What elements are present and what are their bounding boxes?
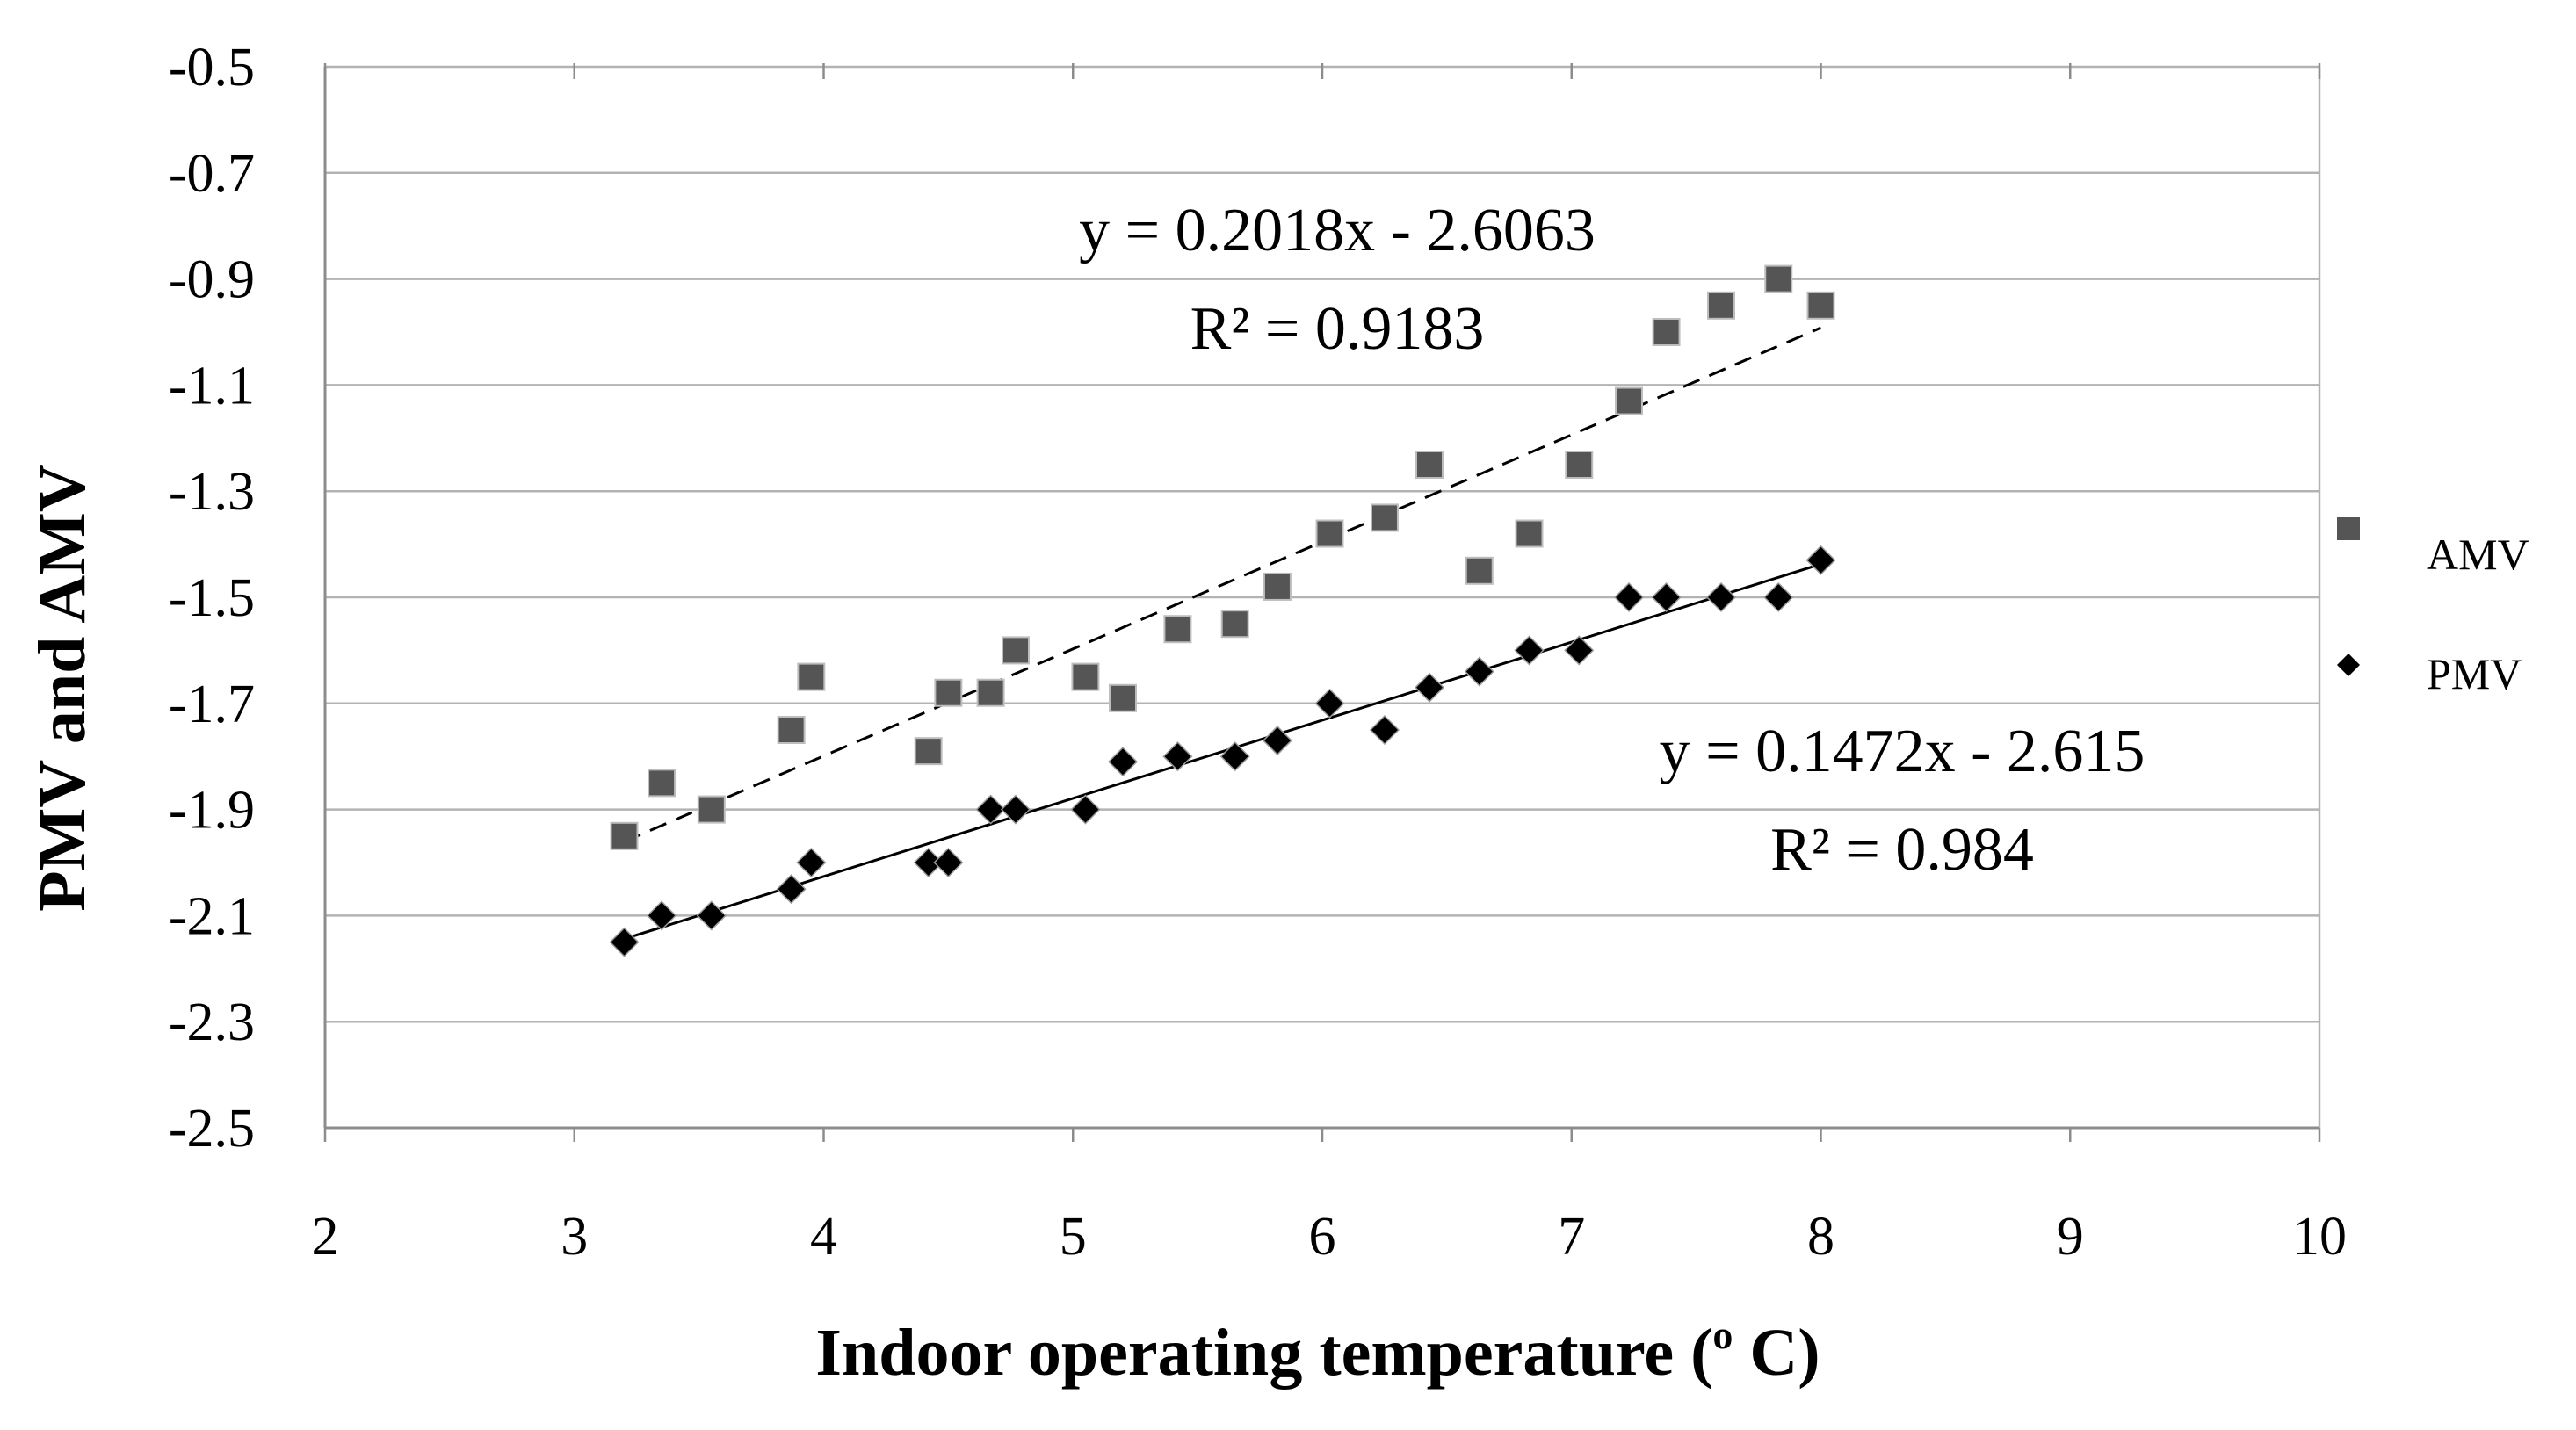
pmv-point <box>1414 672 1445 703</box>
pmv-point <box>1464 656 1494 687</box>
legend-amv-label: AMV <box>2427 530 2529 579</box>
x-tick-label: 6 <box>1309 1207 1336 1267</box>
pmv-point <box>1107 747 1139 777</box>
legend-amv-marker <box>2337 517 2360 540</box>
x-axis-title-end: C) <box>1733 1316 1820 1390</box>
y-axis-ticks: -0.5 -0.7 -0.9 -1.1 -1.3 -1.5 -1.7 -1.9 -2.1 -2.3… <box>169 38 255 1159</box>
legend: AMV PMV <box>2337 517 2529 698</box>
pmv-point <box>647 900 677 931</box>
amv-point <box>1220 610 1249 639</box>
amv-point <box>914 737 943 766</box>
amv-point <box>777 716 806 744</box>
pmv-point <box>1564 635 1595 666</box>
amv-point <box>1263 572 1292 601</box>
y-tick-label: -1.3 <box>169 462 255 522</box>
legend-pmv-marker <box>2337 654 2360 676</box>
amv-point <box>797 662 826 691</box>
pmv-trendline <box>624 562 1821 941</box>
amv-point <box>1764 264 1793 293</box>
amv-point <box>1615 386 1644 415</box>
x-axis-title-main: Indoor operating temperature ( <box>815 1316 1712 1390</box>
pmv-point <box>913 847 944 878</box>
pmv-point <box>1314 688 1345 719</box>
legend-pmv-label: PMV <box>2427 649 2522 698</box>
x-tick-label: 8 <box>1807 1207 1834 1267</box>
amv-point <box>648 769 677 798</box>
y-tick-label: -1.7 <box>169 675 255 734</box>
pmv-point <box>933 847 964 878</box>
pmv-point <box>1805 545 1836 575</box>
pmv-point <box>1262 726 1292 756</box>
x-tick-label: 3 <box>561 1207 588 1267</box>
pmv-point <box>609 927 640 957</box>
x-axis-title-superscript: o <box>1712 1312 1733 1357</box>
pmv-point <box>1070 794 1101 825</box>
pmv-point <box>1000 794 1031 825</box>
amv-point <box>610 821 639 850</box>
pmv-point <box>1219 741 1250 772</box>
y-tick-label: -1.1 <box>169 356 255 415</box>
y-axis-title: PMV and AMV <box>25 464 99 912</box>
pmv-point <box>1651 581 1682 613</box>
amv-point <box>1515 519 1544 548</box>
x-tick-label: 9 <box>2057 1207 2084 1267</box>
pmv-point <box>1613 581 1645 613</box>
amv-point <box>1565 451 1594 479</box>
y-tick-label: -1.9 <box>169 781 255 841</box>
pmv-point <box>975 794 1006 825</box>
pmv-point <box>796 847 827 878</box>
amv-point <box>1071 662 1100 691</box>
pmv-point <box>696 900 727 931</box>
x-tick-label: 7 <box>1558 1207 1585 1267</box>
amv-point <box>934 678 963 707</box>
amv-point <box>1465 556 1494 585</box>
x-tick-label: 10 <box>2292 1207 2347 1267</box>
y-tick-label: -2.3 <box>169 993 255 1052</box>
amv-point <box>1163 615 1192 644</box>
x-axis-ticks: 2 3 4 5 6 7 8 9 10 <box>312 63 2347 1267</box>
y-tick-label: -2.5 <box>169 1099 255 1159</box>
x-tick-label: 2 <box>312 1207 339 1267</box>
amv-trendline-r2: R² = 0.9183 <box>1190 295 1485 363</box>
amv-point <box>697 795 726 824</box>
y-tick-label: -1.5 <box>169 568 255 628</box>
amv-point <box>1370 503 1399 532</box>
x-axis-title: Indoor operating temperature (o C) <box>815 1312 1820 1390</box>
y-tick-label: -0.9 <box>169 250 255 310</box>
data-markers <box>609 264 1836 957</box>
amv-point <box>1806 291 1835 320</box>
amv-point <box>1109 683 1137 712</box>
y-tick-label: -0.5 <box>169 38 255 98</box>
amv-point <box>1415 451 1444 479</box>
x-tick-label: 4 <box>810 1207 837 1267</box>
pmv-trendline-equation: y = 0.1472x - 2.615 <box>1660 718 2145 785</box>
amv-trendline-equation: y = 0.2018x - 2.6063 <box>1079 197 1596 264</box>
pmv-point <box>1369 714 1400 746</box>
pmv-point <box>1162 741 1193 772</box>
pmv-point <box>776 874 807 905</box>
pmv-point <box>1763 581 1794 613</box>
amv-point <box>1652 318 1681 346</box>
pmv-point <box>1514 635 1545 666</box>
amv-point <box>1001 636 1030 665</box>
amv-point <box>1707 291 1735 320</box>
amv-point <box>1315 519 1344 548</box>
x-tick-label: 5 <box>1060 1207 1087 1267</box>
y-tick-label: -2.1 <box>169 886 255 946</box>
y-tick-label: -0.7 <box>169 144 255 204</box>
pmv-trendline-r2: R² = 0.984 <box>1770 816 2034 884</box>
amv-point <box>976 678 1005 707</box>
pmv-point <box>1705 581 1737 613</box>
